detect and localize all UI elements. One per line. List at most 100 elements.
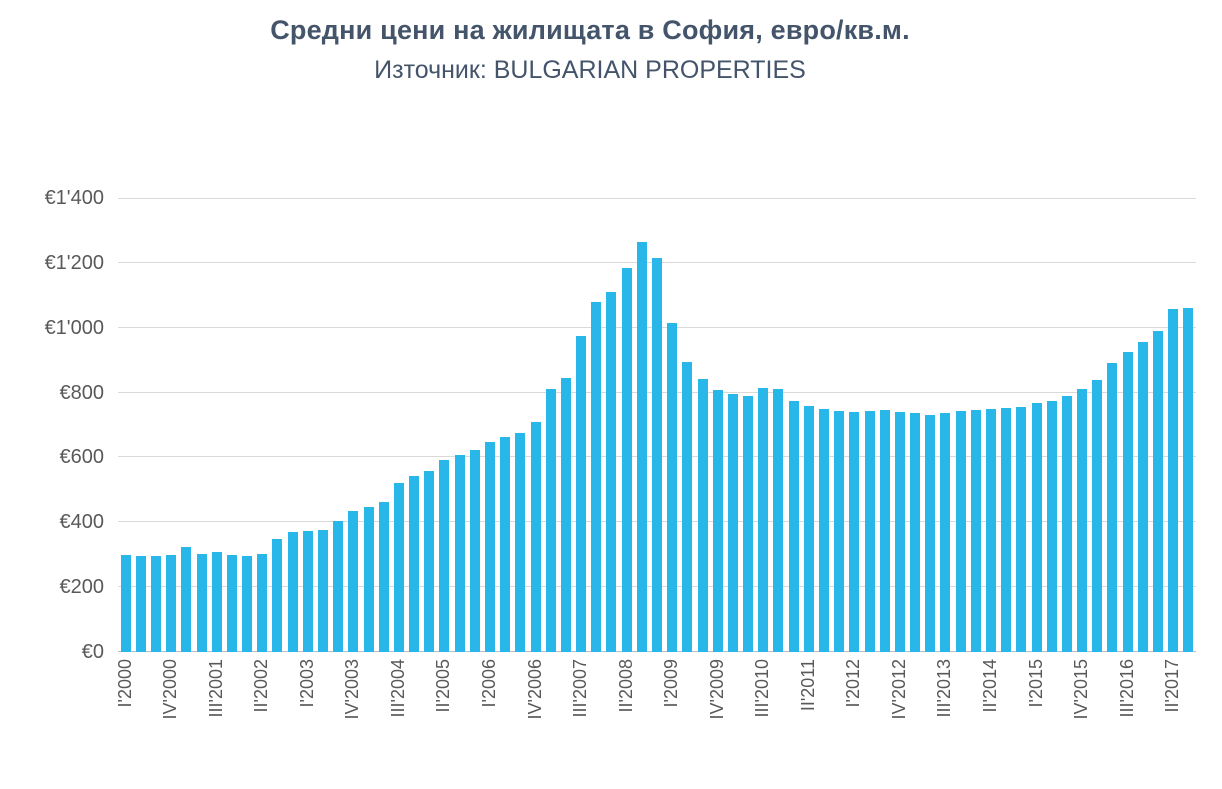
bar-I'2000 [120,554,131,652]
bar-II'2002 [257,553,268,652]
bar-IV'2005 [469,450,480,652]
bar-II'2017 [1168,308,1179,652]
bar-I'2002 [242,555,253,652]
bar-III'2002 [272,539,283,652]
bar-IV'2004 [409,475,420,652]
bar-II'2007 [560,378,571,652]
bar-II'2012 [864,411,875,652]
x-tick-label: IV'2006 [524,659,545,720]
bar-III'2001 [211,551,222,652]
bar-II'2010 [743,395,754,652]
bar-II'2000 [135,555,146,652]
y-tick-label: €1'000 [44,316,104,339]
bar-III'2006 [515,432,526,652]
bar-III'2005 [454,454,465,652]
bar-I'2007 [545,388,556,652]
plot-area [118,198,1196,652]
bar-II'2016 [1107,363,1118,652]
x-tick-label: I'2006 [478,659,499,708]
bar-IV'2001 [226,554,237,652]
bar-II'2001 [196,553,207,652]
chart-title: Средни цени на жилищата в София, евро/кв… [270,15,910,45]
x-tick-label: II'2017 [1162,659,1183,713]
bar-III'2013 [940,412,951,652]
y-tick-label: €1'400 [44,187,104,209]
bar-II'2005 [439,460,450,652]
bar-I'2011 [788,400,799,652]
y-tick-label: €200 [59,576,105,599]
bar-II'2006 [500,437,511,652]
bar-I'2013 [910,413,921,652]
bar-III'2000 [150,555,161,652]
x-tick-label: II'2008 [615,659,636,713]
bar-I'2003 [302,531,313,652]
bar-IV'2000 [166,554,177,652]
bar-I'2001 [181,546,192,652]
bar-III'2014 [1001,408,1012,652]
x-tick-label: I'2015 [1025,659,1046,708]
bar-IV'2015 [1077,389,1088,652]
x-tick-label: II'2005 [433,659,454,713]
x-tick-label: IV'2015 [1071,659,1092,720]
y-tick-label: €800 [59,381,105,404]
x-tick-label: III'2001 [205,659,226,718]
bar-I'2006 [484,441,495,652]
gridline [118,198,1196,199]
bar-I'2012 [849,412,860,652]
bar-III'2009 [697,379,708,652]
bar-I'2017 [1153,331,1164,652]
bar-I'2014 [970,410,981,652]
bar-III'2015 [1061,395,1072,652]
bar-III'2011 [819,408,829,652]
x-tick-label: I'2009 [661,659,682,708]
bar-IV'2002 [287,532,298,652]
bar-IV'2014 [1016,406,1027,652]
y-tick-label: €0 [81,641,104,663]
bar-I'2010 [727,394,738,652]
bar-I'2009 [667,322,678,652]
bar-I'2005 [424,471,435,652]
bar-III'2012 [879,410,890,652]
bar-IV'2016 [1137,342,1148,652]
bar-II'2004 [378,502,389,652]
x-tick-label: III'2004 [387,659,408,718]
x-tick-label: III'2007 [570,659,591,718]
x-tick-label: IV'2009 [706,659,727,720]
bar-IV'2003 [348,510,359,652]
x-tick-label: IV'2003 [342,659,363,720]
bar-I'2016 [1092,379,1103,652]
bar-III'2016 [1122,352,1133,652]
x-tick-label: III'2010 [752,659,773,718]
bar-III'2004 [393,483,404,652]
bar-II'2009 [682,361,693,652]
x-tick-label: II'2011 [797,659,818,712]
bar-III'2017 [1183,308,1194,652]
x-tick-label: II'2002 [251,659,272,713]
bar-IV'2011 [834,411,845,652]
x-tick-label: III'2016 [1116,659,1137,718]
x-tick-label: I'2000 [114,659,135,708]
y-tick-label: €600 [59,446,105,469]
bar-II'2008 [621,267,632,652]
chart-subtitle: Източник: BULGARIAN PROPERTIES [374,56,806,84]
x-tick-label: III'2013 [934,659,955,718]
bar-II'2013 [925,414,936,652]
x-tick-label: IV'2012 [888,659,909,720]
x-tick-label: II'2014 [980,659,1001,713]
bar-II'2003 [317,530,328,652]
bar-IV'2010 [773,389,784,652]
x-tick-label: I'2003 [296,659,317,708]
bar-I'2008 [606,292,617,652]
bar-IV'2012 [894,412,905,652]
bar-IV'2013 [955,411,966,652]
bar-III'2008 [636,241,647,652]
x-tick-label: I'2012 [843,659,864,708]
bar-III'2003 [333,520,344,652]
bar-I'2015 [1031,402,1042,652]
bar-IV'2006 [530,421,541,652]
bar-III'2007 [576,335,587,652]
bar-IV'2007 [591,301,602,652]
bar-II'2014 [986,409,997,652]
y-tick-label: €1'200 [44,251,104,274]
